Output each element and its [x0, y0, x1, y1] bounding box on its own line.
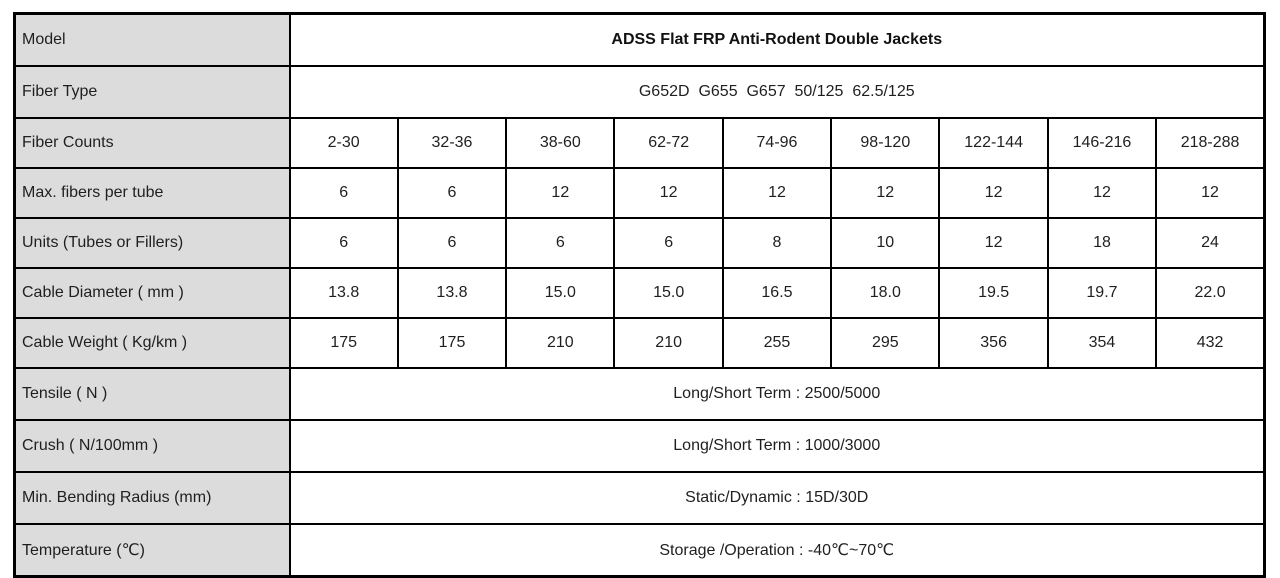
row-label-fiber-type: Fiber Type — [13, 65, 291, 119]
units-cell: 6 — [613, 217, 724, 269]
row-label-model: Model — [13, 12, 291, 67]
row-label-max-fibers: Max. fibers per tube — [13, 167, 291, 219]
units-cell: 18 — [1046, 217, 1158, 269]
fiber-counts-cell: 98-120 — [830, 117, 941, 169]
cable-weight-cell: 210 — [613, 317, 724, 369]
bending-radius-value: Static/Dynamic : 15D/30D — [288, 471, 1266, 525]
row-label-cable-diameter: Cable Diameter ( mm ) — [13, 267, 291, 319]
crush-value: Long/Short Term : 1000/3000 — [288, 419, 1266, 473]
max-fibers-cell: 12 — [505, 167, 616, 219]
cable-weight-cell: 210 — [505, 317, 616, 369]
table-row-fiber-counts: Fiber Counts 2-30 32-36 38-60 62-72 74-9… — [13, 117, 1266, 169]
table-row-tensile: Tensile ( N ) Long/Short Term : 2500/500… — [13, 367, 1266, 421]
cable-diameter-cell: 22.0 — [1155, 267, 1266, 319]
model-value: ADSS Flat FRP Anti-Rodent Double Jackets — [288, 12, 1266, 67]
units-cell: 6 — [505, 217, 616, 269]
cable-weight-cell: 175 — [288, 317, 399, 369]
row-label-crush: Crush ( N/100mm ) — [13, 419, 291, 473]
fiber-counts-cell: 62-72 — [613, 117, 724, 169]
fiber-counts-cell: 32-36 — [396, 117, 508, 169]
max-fibers-cell: 12 — [721, 167, 833, 219]
fiber-counts-cell: 2-30 — [288, 117, 399, 169]
table-row-units: Units (Tubes or Fillers) 6 6 6 6 8 10 12… — [13, 217, 1266, 269]
row-label-fiber-counts: Fiber Counts — [13, 117, 291, 169]
fiber-counts-cell: 218-288 — [1155, 117, 1266, 169]
cable-diameter-cell: 13.8 — [288, 267, 399, 319]
fiber-counts-cell: 146-216 — [1046, 117, 1158, 169]
units-cell: 12 — [938, 217, 1049, 269]
fiber-counts-cell: 74-96 — [721, 117, 833, 169]
table-row-temperature: Temperature (℃) Storage /Operation : -40… — [13, 523, 1266, 578]
temperature-value: Storage /Operation : -40℃~70℃ — [288, 523, 1266, 578]
max-fibers-cell: 12 — [613, 167, 724, 219]
table-row-cable-diameter: Cable Diameter ( mm ) 13.8 13.8 15.0 15.… — [13, 267, 1266, 319]
cable-spec-table: Model ADSS Flat FRP Anti-Rodent Double J… — [13, 12, 1266, 578]
max-fibers-cell: 6 — [288, 167, 399, 219]
fiber-counts-cell: 122-144 — [938, 117, 1049, 169]
row-label-tensile: Tensile ( N ) — [13, 367, 291, 421]
table-row-cable-weight: Cable Weight ( Kg/km ) 175 175 210 210 2… — [13, 317, 1266, 369]
tensile-value: Long/Short Term : 2500/5000 — [288, 367, 1266, 421]
max-fibers-cell: 12 — [1046, 167, 1158, 219]
table-row-crush: Crush ( N/100mm ) Long/Short Term : 1000… — [13, 419, 1266, 473]
max-fibers-cell: 12 — [1155, 167, 1266, 219]
table-row-bending-radius: Min. Bending Radius (mm) Static/Dynamic … — [13, 471, 1266, 525]
row-label-cable-weight: Cable Weight ( Kg/km ) — [13, 317, 291, 369]
cable-weight-cell: 175 — [396, 317, 508, 369]
units-cell: 8 — [721, 217, 833, 269]
cable-weight-cell: 295 — [830, 317, 941, 369]
fiber-type-value: G652D G655 G657 50/125 62.5/125 — [288, 65, 1266, 119]
units-cell: 6 — [288, 217, 399, 269]
row-label-temperature: Temperature (℃) — [13, 523, 291, 578]
table-row-max-fibers: Max. fibers per tube 6 6 12 12 12 12 12 … — [13, 167, 1266, 219]
units-cell: 6 — [396, 217, 508, 269]
cable-diameter-cell: 19.7 — [1046, 267, 1158, 319]
max-fibers-cell: 12 — [938, 167, 1049, 219]
max-fibers-cell: 12 — [830, 167, 941, 219]
fiber-counts-cell: 38-60 — [505, 117, 616, 169]
max-fibers-cell: 6 — [396, 167, 508, 219]
cable-weight-cell: 356 — [938, 317, 1049, 369]
cable-diameter-cell: 19.5 — [938, 267, 1049, 319]
row-label-units: Units (Tubes or Fillers) — [13, 217, 291, 269]
units-cell: 10 — [830, 217, 941, 269]
cable-diameter-cell: 15.0 — [505, 267, 616, 319]
cable-diameter-cell: 13.8 — [396, 267, 508, 319]
cable-diameter-cell: 16.5 — [721, 267, 833, 319]
table-row-model: Model ADSS Flat FRP Anti-Rodent Double J… — [13, 12, 1266, 67]
cable-diameter-cell: 15.0 — [613, 267, 724, 319]
cable-weight-cell: 354 — [1046, 317, 1158, 369]
cable-weight-cell: 432 — [1155, 317, 1266, 369]
cable-diameter-cell: 18.0 — [830, 267, 941, 319]
table-row-fiber-type: Fiber Type G652D G655 G657 50/125 62.5/1… — [13, 65, 1266, 119]
row-label-bending-radius: Min. Bending Radius (mm) — [13, 471, 291, 525]
cable-weight-cell: 255 — [721, 317, 833, 369]
units-cell: 24 — [1155, 217, 1266, 269]
